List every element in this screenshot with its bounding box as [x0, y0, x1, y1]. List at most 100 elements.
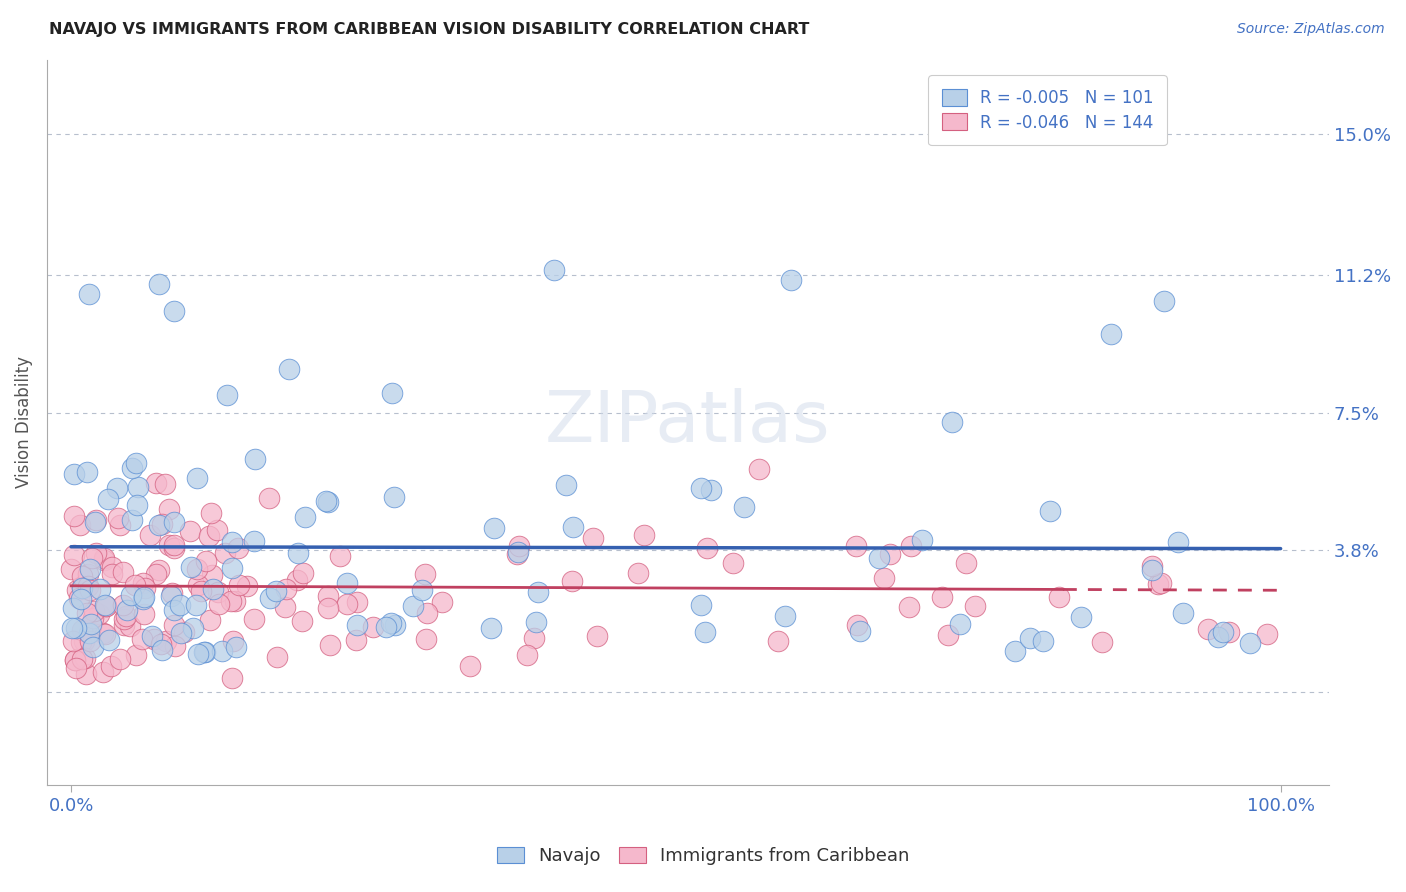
Point	[215, 388, 238, 402]
Point	[65, 661, 87, 675]
Point	[195, 554, 218, 568]
Point	[145, 475, 167, 490]
Point	[543, 262, 565, 277]
Point	[1146, 576, 1168, 591]
Point	[336, 598, 359, 612]
Point	[148, 517, 170, 532]
Point	[183, 622, 205, 636]
Point	[1150, 576, 1173, 591]
Point	[779, 273, 801, 287]
Point	[163, 541, 186, 555]
Point	[211, 643, 233, 657]
Point	[243, 452, 266, 467]
Point	[69, 592, 91, 607]
Point	[87, 607, 110, 621]
Point	[226, 541, 249, 556]
Point	[84, 513, 107, 527]
Point	[120, 588, 142, 602]
Point	[329, 549, 352, 563]
Point	[949, 616, 972, 631]
Point	[134, 581, 156, 595]
Point	[148, 277, 170, 291]
Point	[221, 594, 243, 608]
Point	[132, 576, 155, 591]
Point	[845, 539, 868, 553]
Point	[1019, 631, 1042, 645]
Point	[955, 556, 977, 570]
Point	[70, 581, 93, 595]
Point	[766, 633, 789, 648]
Point	[723, 556, 745, 570]
Point	[150, 517, 173, 532]
Point	[266, 649, 288, 664]
Point	[69, 635, 91, 649]
Point	[524, 615, 547, 629]
Point	[118, 618, 141, 632]
Point	[89, 582, 111, 596]
Point	[1197, 622, 1219, 636]
Point	[868, 551, 890, 566]
Point	[79, 619, 101, 633]
Point	[94, 627, 117, 641]
Point	[163, 515, 186, 529]
Point	[201, 567, 224, 582]
Point	[221, 633, 243, 648]
Point	[180, 560, 202, 574]
Point	[84, 546, 107, 560]
Point	[699, 483, 721, 497]
Point	[1047, 591, 1070, 605]
Point	[374, 620, 396, 634]
Point	[198, 613, 221, 627]
Point	[291, 614, 314, 628]
Point	[207, 584, 229, 599]
Point	[62, 600, 84, 615]
Point	[111, 598, 134, 612]
Point	[523, 631, 546, 645]
Point	[162, 304, 184, 318]
Point	[112, 566, 135, 580]
Point	[274, 582, 297, 597]
Point	[1153, 293, 1175, 308]
Point	[963, 599, 986, 613]
Point	[190, 583, 212, 598]
Point	[1239, 636, 1261, 650]
Point	[555, 478, 578, 492]
Point	[70, 580, 93, 594]
Point	[148, 563, 170, 577]
Point	[67, 591, 90, 605]
Text: Source: ZipAtlas.com: Source: ZipAtlas.com	[1237, 22, 1385, 37]
Point	[1031, 634, 1053, 648]
Point	[225, 640, 247, 654]
Point	[79, 562, 101, 576]
Point	[94, 599, 117, 614]
Point	[561, 574, 583, 588]
Point	[63, 548, 86, 562]
Point	[582, 531, 605, 545]
Point	[773, 608, 796, 623]
Point	[63, 508, 86, 523]
Point	[633, 528, 655, 542]
Point	[264, 584, 287, 599]
Point	[63, 652, 86, 666]
Point	[193, 645, 215, 659]
Y-axis label: Vision Disability: Vision Disability	[15, 356, 32, 488]
Point	[200, 506, 222, 520]
Legend: R = -0.005   N = 101, R = -0.046   N = 144: R = -0.005 N = 101, R = -0.046 N = 144	[928, 75, 1167, 145]
Point	[160, 586, 183, 600]
Point	[124, 578, 146, 592]
Point	[479, 622, 502, 636]
Point	[214, 546, 236, 560]
Point	[150, 643, 173, 657]
Point	[82, 640, 104, 654]
Point	[94, 598, 117, 612]
Point	[849, 624, 872, 639]
Point	[1212, 625, 1234, 640]
Point	[149, 637, 172, 651]
Point	[159, 589, 181, 603]
Point	[112, 612, 135, 626]
Point	[380, 615, 402, 630]
Point	[100, 658, 122, 673]
Point	[319, 638, 342, 652]
Point	[1142, 563, 1164, 577]
Point	[506, 545, 529, 559]
